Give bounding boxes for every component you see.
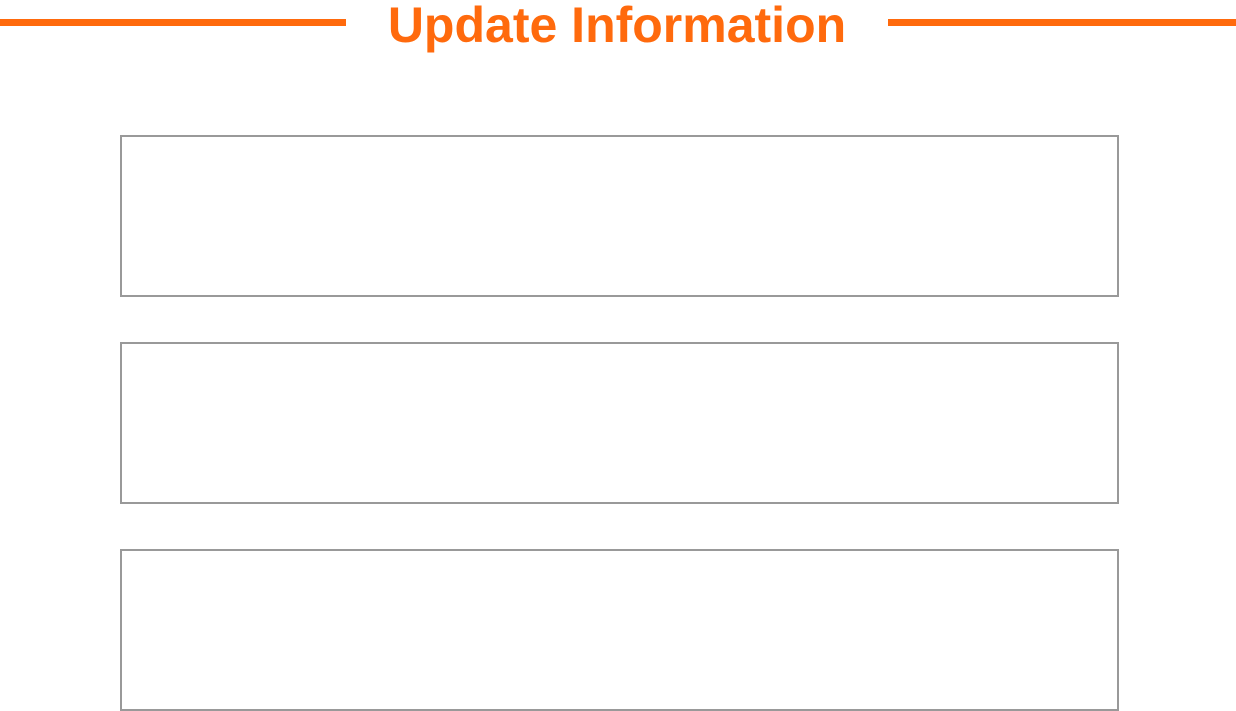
info-field-3[interactable] (120, 549, 1119, 711)
page-title: Update Information (387, 0, 847, 53)
info-field-1[interactable] (120, 135, 1119, 297)
info-field-2[interactable] (120, 342, 1119, 504)
page-header: Update Information (0, 0, 1236, 53)
header-right-rule (888, 19, 1236, 26)
header-left-rule (0, 19, 346, 26)
